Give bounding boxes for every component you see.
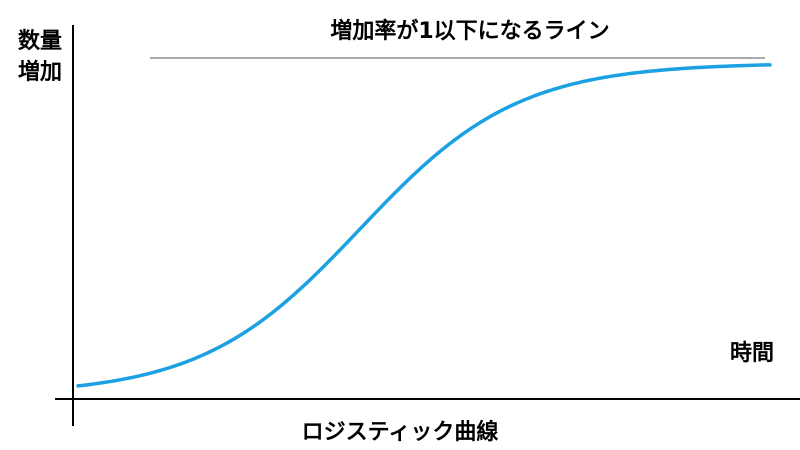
caption: ロジスティック曲線 [302, 419, 499, 445]
logistic-curve [76, 63, 772, 388]
y-axis-label: 数量 [18, 28, 62, 54]
x-axis-label: 時間 [730, 341, 774, 366]
y-axis-label: 増加 [18, 59, 62, 85]
annotation: 増加率が1以下になるライン [330, 18, 609, 44]
